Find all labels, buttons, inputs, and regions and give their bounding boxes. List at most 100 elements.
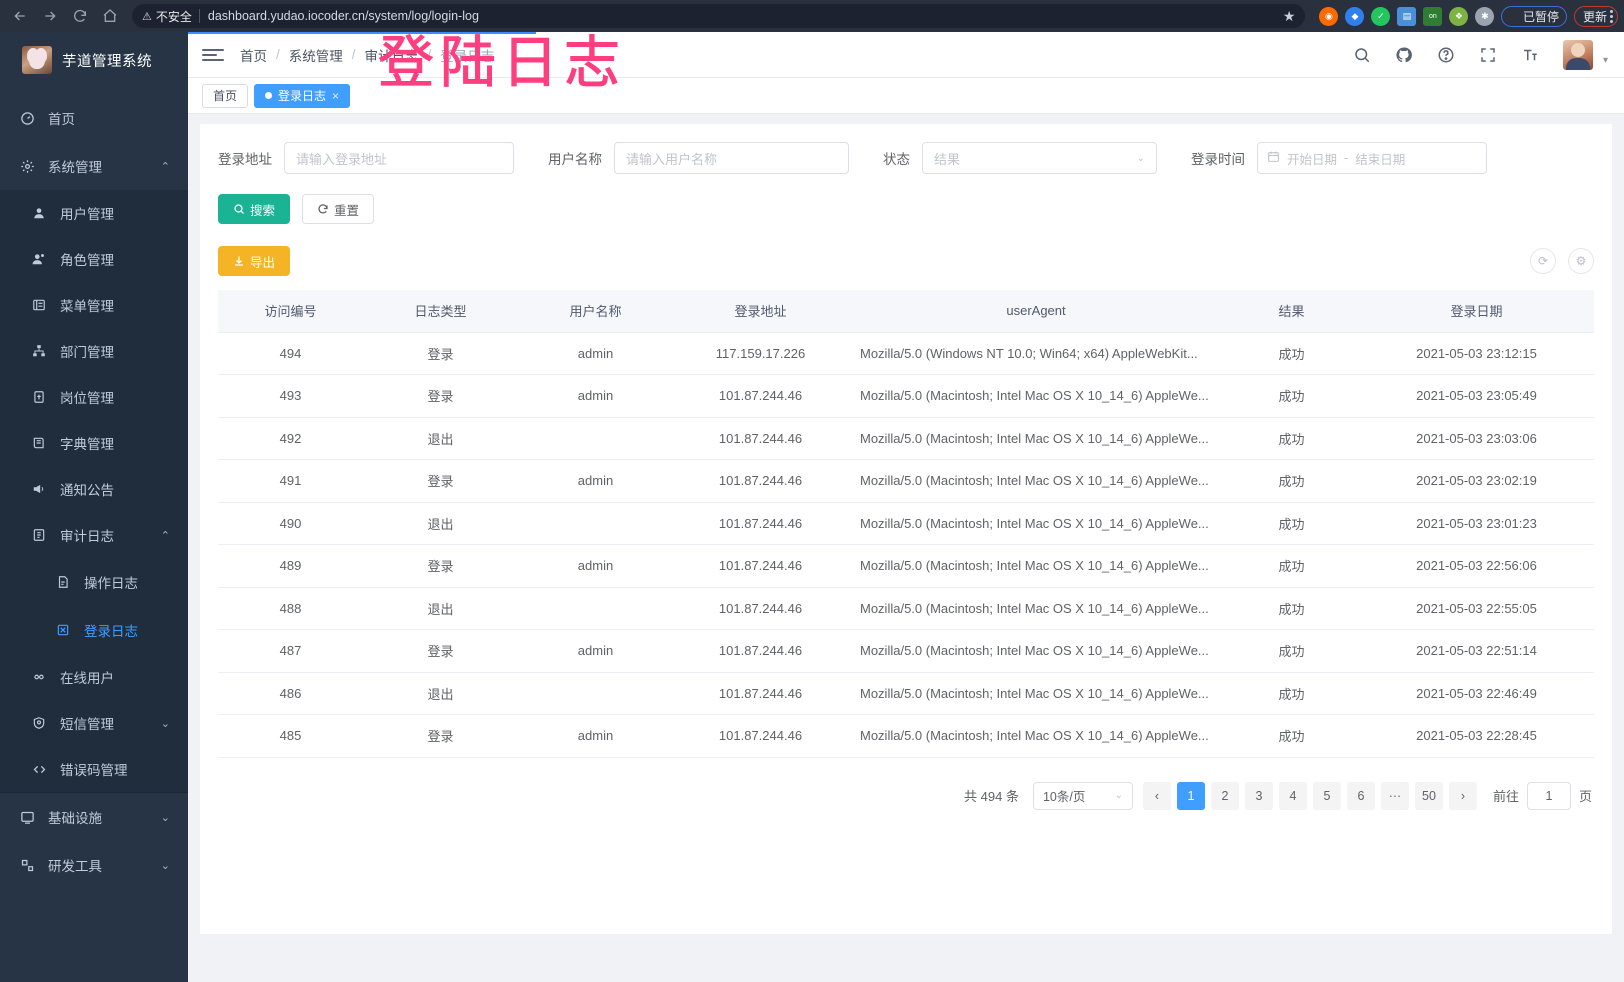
cell-useragent: Mozilla/5.0 (Macintosh; Intel Mac OS X 1… — [848, 672, 1224, 715]
cell-result: 成功 — [1224, 629, 1359, 673]
breadcrumb-item-audit[interactable]: 审计日志 — [364, 48, 419, 64]
pagination-total: 共 494 条 — [964, 789, 1019, 804]
table-row[interactable]: 486 退出 101.87.244.46 Mozilla/5.0 (Macint… — [218, 672, 1594, 715]
jump-input[interactable]: 1 — [1526, 781, 1571, 810]
login-time-daterange[interactable]: 开始日期 - 结束日期 — [1257, 142, 1487, 174]
page-button-6[interactable]: 6 — [1346, 781, 1375, 810]
search-icon[interactable] — [1353, 46, 1371, 64]
cell-date: 2021-05-03 23:02:19 — [1359, 459, 1594, 503]
table-row[interactable]: 493 登录 admin 101.87.244.46 Mozilla/5.0 (… — [218, 374, 1594, 418]
cell-useragent: Mozilla/5.0 (Macintosh; Intel Mac OS X 1… — [848, 587, 1224, 630]
sidebar-item-infrastructure[interactable]: 基础设施 ⌄ — [0, 793, 188, 841]
reset-button[interactable]: 重置 — [302, 194, 375, 224]
filter-login-time: 登录时间 开始日期 - 结束日期 — [1191, 142, 1487, 174]
page-button-2[interactable]: 2 — [1210, 781, 1239, 810]
top-bar: 首页 / 系统管理 / 审计日志 / 登录日志 — [188, 32, 1624, 78]
export-button[interactable]: 导出 — [218, 246, 291, 276]
table-row[interactable]: 494 登录 admin 117.159.17.226 Mozilla/5.0 … — [218, 332, 1594, 375]
sidebar-item-notices[interactable]: 通知公告 — [0, 466, 188, 512]
sidebar-item-operation-log[interactable]: 操作日志 — [0, 558, 188, 606]
ext-leaf-icon[interactable]: ❖ — [1449, 6, 1469, 26]
sidebar-item-label: 系统管理 — [48, 160, 102, 175]
tab-dot-icon — [265, 92, 273, 99]
sidebar-item-dev-tools[interactable]: 研发工具 ⌄ — [0, 841, 188, 889]
sidebar-item-online-users[interactable]: 在线用户 — [0, 654, 188, 700]
cell-id: 488 — [218, 587, 363, 630]
status-select[interactable]: 结果 ⌄ — [922, 142, 1157, 174]
cell-result: 成功 — [1224, 459, 1359, 503]
prev-page-button[interactable]: ‹ — [1142, 781, 1171, 810]
avatar[interactable] — [1562, 39, 1593, 70]
fullscreen-icon[interactable] — [1479, 46, 1497, 64]
user-name-input[interactable]: 请输入用户名称 — [614, 142, 849, 174]
sidebar-item-sms[interactable]: 短信管理 ⌄ — [0, 700, 188, 746]
cell-id: 490 — [218, 502, 363, 545]
page-size-select[interactable]: 10条/页 ⌄ — [1032, 781, 1133, 810]
sidebar-item-posts[interactable]: 岗位管理 — [0, 374, 188, 420]
hamburger-icon[interactable] — [202, 48, 224, 61]
refresh-circle-icon[interactable]: ⟳ — [1530, 248, 1556, 274]
end-date-placeholder: 结束日期 — [1355, 152, 1406, 167]
reload-icon[interactable] — [66, 2, 94, 30]
ext-diamond-icon[interactable]: ◆ — [1345, 6, 1365, 26]
search-button[interactable]: 搜索 — [218, 194, 291, 224]
table-row[interactable]: 487 登录 admin 101.87.244.46 Mozilla/5.0 (… — [218, 629, 1594, 673]
page-button-50[interactable]: 50 — [1414, 781, 1443, 810]
table-row[interactable]: 492 退出 101.87.244.46 Mozilla/5.0 (Macint… — [218, 417, 1594, 460]
home-icon[interactable] — [96, 2, 124, 30]
sidebar-item-dict[interactable]: 字典管理 — [0, 420, 188, 466]
page-button-3[interactable]: 3 — [1244, 781, 1273, 810]
brand-row[interactable]: 芋道管理系统 — [0, 32, 188, 88]
columns-circle-icon[interactable]: ⚙ — [1568, 248, 1594, 274]
table-row[interactable]: 488 退出 101.87.244.46 Mozilla/5.0 (Macint… — [218, 587, 1594, 630]
sidebar-item-users[interactable]: 用户管理 — [0, 190, 188, 236]
breadcrumb-item-home[interactable]: 首页 — [240, 48, 267, 64]
table-row[interactable]: 490 退出 101.87.244.46 Mozilla/5.0 (Macint… — [218, 502, 1594, 545]
smiley-icon: 😀 — [1505, 8, 1519, 23]
paused-badge[interactable]: 😀 已暂停 — [1501, 5, 1567, 27]
font-size-icon[interactable] — [1521, 46, 1539, 64]
sidebar-item-menus[interactable]: 菜单管理 — [0, 282, 188, 328]
ext-orange-icon[interactable]: ◉ — [1319, 6, 1339, 26]
tab-home[interactable]: 首页 — [202, 83, 249, 108]
close-icon[interactable]: × — [332, 88, 340, 103]
chevron-down-icon[interactable]: ▾ — [1602, 54, 1608, 66]
table-row[interactable]: 491 登录 admin 101.87.244.46 Mozilla/5.0 (… — [218, 459, 1594, 503]
table-row[interactable]: 489 登录 admin 101.87.244.46 Mozilla/5.0 (… — [218, 544, 1594, 588]
update-button[interactable]: 更新 — [1573, 5, 1618, 27]
sidebar-item-home[interactable]: 首页 — [0, 94, 188, 142]
page-button-5[interactable]: 5 — [1312, 781, 1341, 810]
login-address-input[interactable]: 请输入登录地址 — [284, 142, 514, 174]
chrome-menu-icon[interactable] — [1610, 9, 1613, 23]
page-button-4[interactable]: 4 — [1278, 781, 1307, 810]
forward-arrow-icon[interactable] — [36, 2, 64, 30]
login-log-icon — [56, 623, 78, 637]
sidebar-item-departments[interactable]: 部门管理 — [0, 328, 188, 374]
menu-list-icon — [32, 298, 54, 312]
help-icon[interactable] — [1437, 46, 1455, 64]
back-arrow-icon[interactable] — [6, 2, 34, 30]
table-row[interactable]: 485 登录 admin 101.87.244.46 Mozilla/5.0 (… — [218, 714, 1594, 758]
cell-user: admin — [518, 629, 673, 673]
sidebar-item-audit-log[interactable]: 审计日志 ⌃ — [0, 512, 188, 558]
sidebar-item-roles[interactable]: 角色管理 — [0, 236, 188, 282]
cell-user: admin — [518, 332, 673, 375]
table-body: 494 登录 admin 117.159.17.226 Mozilla/5.0 … — [218, 332, 1594, 758]
ext-green-on-icon[interactable]: on — [1423, 6, 1443, 26]
address-bar[interactable]: ⚠ 不安全 dashboard.yudao.iocoder.cn/system/… — [132, 4, 1306, 28]
cell-type: 退出 — [363, 502, 518, 545]
breadcrumb-item-system[interactable]: 系统管理 — [288, 48, 343, 64]
page-ellipsis[interactable]: ··· — [1380, 781, 1409, 810]
bookmark-star-icon[interactable]: ★ — [1282, 7, 1296, 24]
sidebar-item-label: 登录日志 — [84, 624, 138, 639]
ext-blue-doc-icon[interactable]: ▤ — [1397, 6, 1417, 26]
sidebar-item-login-log[interactable]: 登录日志 — [0, 606, 188, 654]
next-page-button[interactable]: › — [1448, 781, 1477, 810]
page-button-1[interactable]: 1 — [1176, 781, 1205, 810]
ext-green-check-icon[interactable]: ✓ — [1371, 6, 1391, 26]
sidebar-item-system[interactable]: 系统管理 ⌃ — [0, 142, 188, 190]
ext-puzzle-icon[interactable]: ✱ — [1475, 6, 1495, 26]
sidebar-item-error-code[interactable]: 错误码管理 — [0, 746, 188, 792]
github-icon[interactable] — [1395, 46, 1413, 64]
tab-login-log[interactable]: 登录日志 × — [254, 83, 351, 108]
